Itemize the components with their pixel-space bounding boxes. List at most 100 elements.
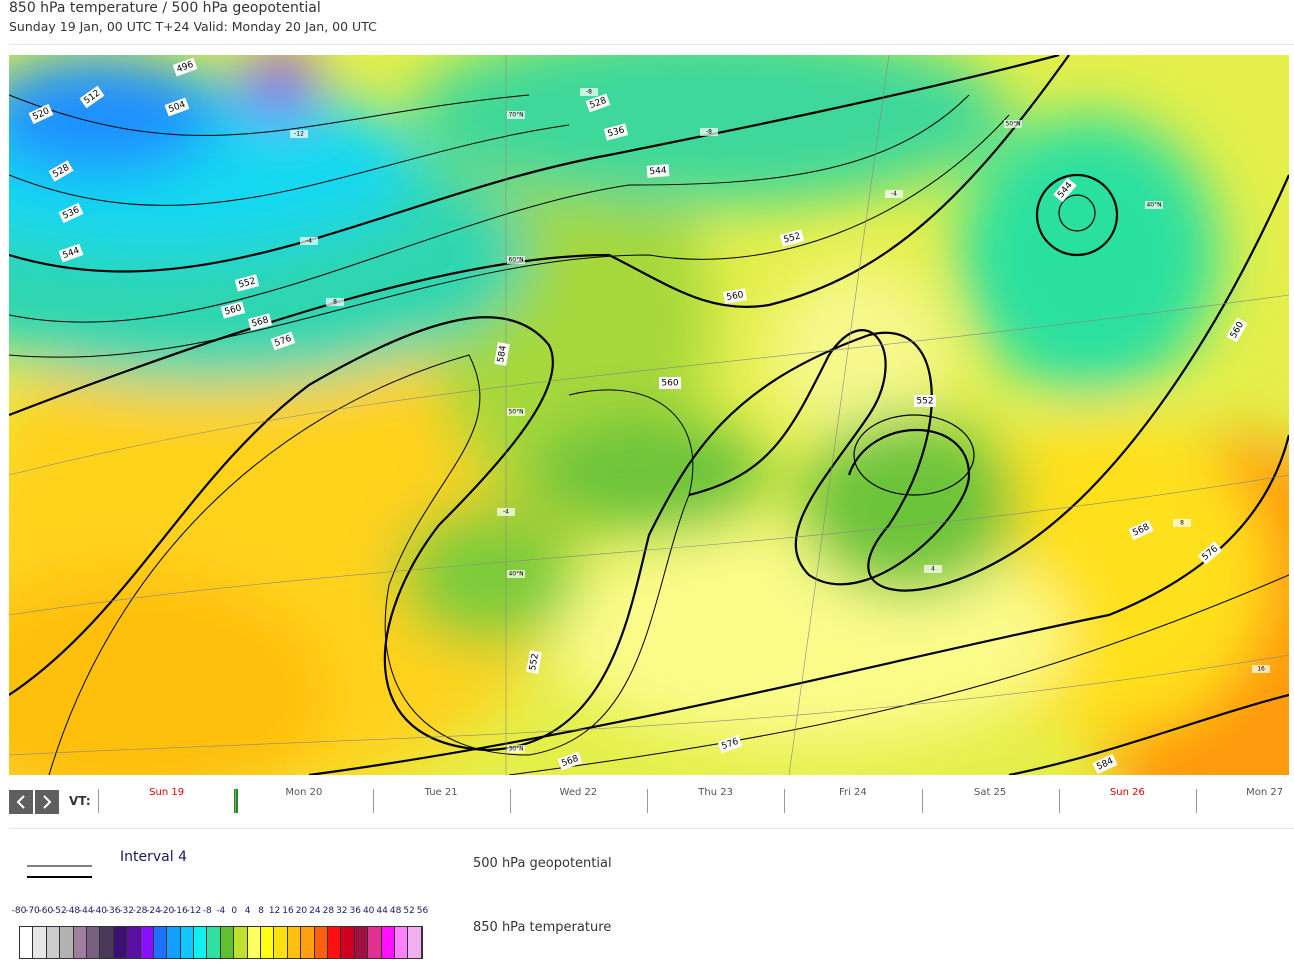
label-group: 30°N bbox=[507, 745, 525, 753]
temperature-label: -4 bbox=[891, 191, 897, 198]
vt-label: VT: bbox=[69, 794, 91, 808]
previous-button[interactable] bbox=[9, 790, 33, 814]
label-background bbox=[290, 130, 308, 138]
label-background bbox=[557, 751, 583, 771]
color-swatch bbox=[20, 927, 34, 958]
scale-label: 56 bbox=[416, 906, 429, 916]
day-label[interactable]: Mon 20 bbox=[285, 787, 323, 798]
timeline-tick bbox=[647, 789, 648, 813]
timeline-tick bbox=[98, 789, 99, 813]
label-group: 40°N bbox=[507, 570, 525, 578]
label-background bbox=[234, 274, 260, 292]
scale-label: 8 bbox=[258, 906, 264, 916]
label-background bbox=[526, 650, 542, 674]
label-group: 16 bbox=[1252, 665, 1270, 673]
day-label[interactable]: Tue 21 bbox=[424, 787, 458, 798]
scale-label: 44 bbox=[376, 906, 388, 916]
color-swatch bbox=[354, 927, 369, 958]
color-swatch bbox=[234, 927, 248, 958]
label-group: 70°N bbox=[507, 111, 525, 119]
color-swatch bbox=[180, 927, 195, 958]
label-background bbox=[79, 85, 105, 109]
color-swatch bbox=[287, 927, 302, 958]
label-group: 8 bbox=[1173, 519, 1191, 527]
temperature-label: 4 bbox=[931, 566, 935, 573]
color-scale bbox=[19, 926, 423, 959]
timeline-tick bbox=[509, 789, 511, 813]
scale-label: -12 bbox=[186, 906, 202, 916]
label-background bbox=[1092, 753, 1118, 775]
color-swatch bbox=[127, 927, 141, 958]
chevron-left bbox=[16, 795, 25, 809]
day-label[interactable]: Wed 22 bbox=[559, 787, 598, 798]
scale-label: 32 bbox=[336, 906, 348, 916]
day-label[interactable]: Sun 26 bbox=[1109, 787, 1145, 798]
label-group: 8 bbox=[326, 298, 344, 306]
color-swatch bbox=[261, 927, 275, 958]
temperature-field: 4965045125205285365445525605685765845285… bbox=[9, 55, 1289, 775]
label-group: 496 bbox=[172, 57, 198, 77]
interval-label: Interval 4 bbox=[120, 849, 187, 865]
label-group: -4 bbox=[885, 190, 903, 198]
day-label[interactable]: Mon 27 bbox=[1246, 787, 1284, 798]
label-background bbox=[494, 342, 510, 366]
day-label[interactable]: Sun 19 bbox=[149, 787, 185, 798]
geopotential-legend-name: 500 hPa geopotential bbox=[473, 856, 612, 871]
color-swatch bbox=[73, 927, 87, 958]
label-group: 50°N bbox=[1004, 120, 1022, 128]
color-swatch bbox=[207, 927, 221, 958]
timeline-tick bbox=[235, 789, 237, 813]
scale-label: -20 bbox=[159, 906, 175, 916]
scale-label: -4 bbox=[216, 906, 226, 916]
label-background bbox=[717, 734, 743, 754]
day-label[interactable]: Thu 23 bbox=[698, 787, 733, 798]
color-swatch bbox=[86, 927, 101, 958]
color-swatch bbox=[341, 927, 355, 958]
label-group: -8 bbox=[700, 128, 718, 136]
day-label[interactable]: Fri 24 bbox=[838, 787, 867, 798]
color-swatch bbox=[33, 927, 47, 958]
contour-label: 560 bbox=[726, 290, 745, 303]
scale-label: 40 bbox=[362, 906, 375, 916]
color-swatch bbox=[247, 927, 262, 958]
color-swatch bbox=[220, 927, 235, 958]
label-group: 560 bbox=[659, 377, 681, 389]
day-label[interactable]: Sat 25 bbox=[973, 787, 1007, 798]
label-group: 552 bbox=[779, 229, 805, 247]
scale-label: -80 bbox=[11, 906, 27, 916]
label-background bbox=[58, 202, 84, 224]
label-background bbox=[1004, 120, 1022, 128]
temperature-label: -12 bbox=[294, 131, 304, 138]
label-background bbox=[326, 298, 344, 306]
chevron-right bbox=[43, 795, 52, 809]
scale-label: -24 bbox=[146, 906, 161, 916]
label-group: 544 bbox=[646, 164, 670, 178]
contour-label: 552 bbox=[783, 231, 802, 245]
temperature-label: 8 bbox=[1180, 520, 1184, 527]
label-background bbox=[507, 570, 525, 578]
divider bbox=[9, 44, 1294, 45]
label-background bbox=[659, 377, 681, 389]
label-group: 552 bbox=[914, 395, 936, 407]
scale-label: 16 bbox=[282, 906, 294, 916]
label-group: 504 bbox=[164, 97, 190, 117]
scale-label: 0 bbox=[231, 906, 238, 916]
color-swatch bbox=[153, 927, 168, 958]
color-swatch bbox=[394, 927, 409, 958]
scale-label: -40 bbox=[92, 906, 108, 916]
label-background bbox=[1173, 519, 1191, 527]
contour-label: 560 bbox=[224, 303, 243, 317]
label-group: 60°N bbox=[507, 256, 525, 264]
label-background bbox=[779, 229, 805, 247]
color-swatch bbox=[301, 927, 315, 958]
label-background bbox=[28, 103, 54, 125]
contour-label: 544 bbox=[649, 166, 667, 177]
scale-label: -16 bbox=[173, 906, 188, 916]
next-button[interactable] bbox=[35, 790, 59, 814]
label-group: -8 bbox=[580, 88, 598, 96]
label-background bbox=[48, 160, 74, 182]
label-group: 4 bbox=[924, 565, 942, 573]
color-swatch bbox=[140, 927, 154, 958]
scale-label: -52 bbox=[51, 906, 67, 916]
line-sample bbox=[27, 865, 92, 878]
